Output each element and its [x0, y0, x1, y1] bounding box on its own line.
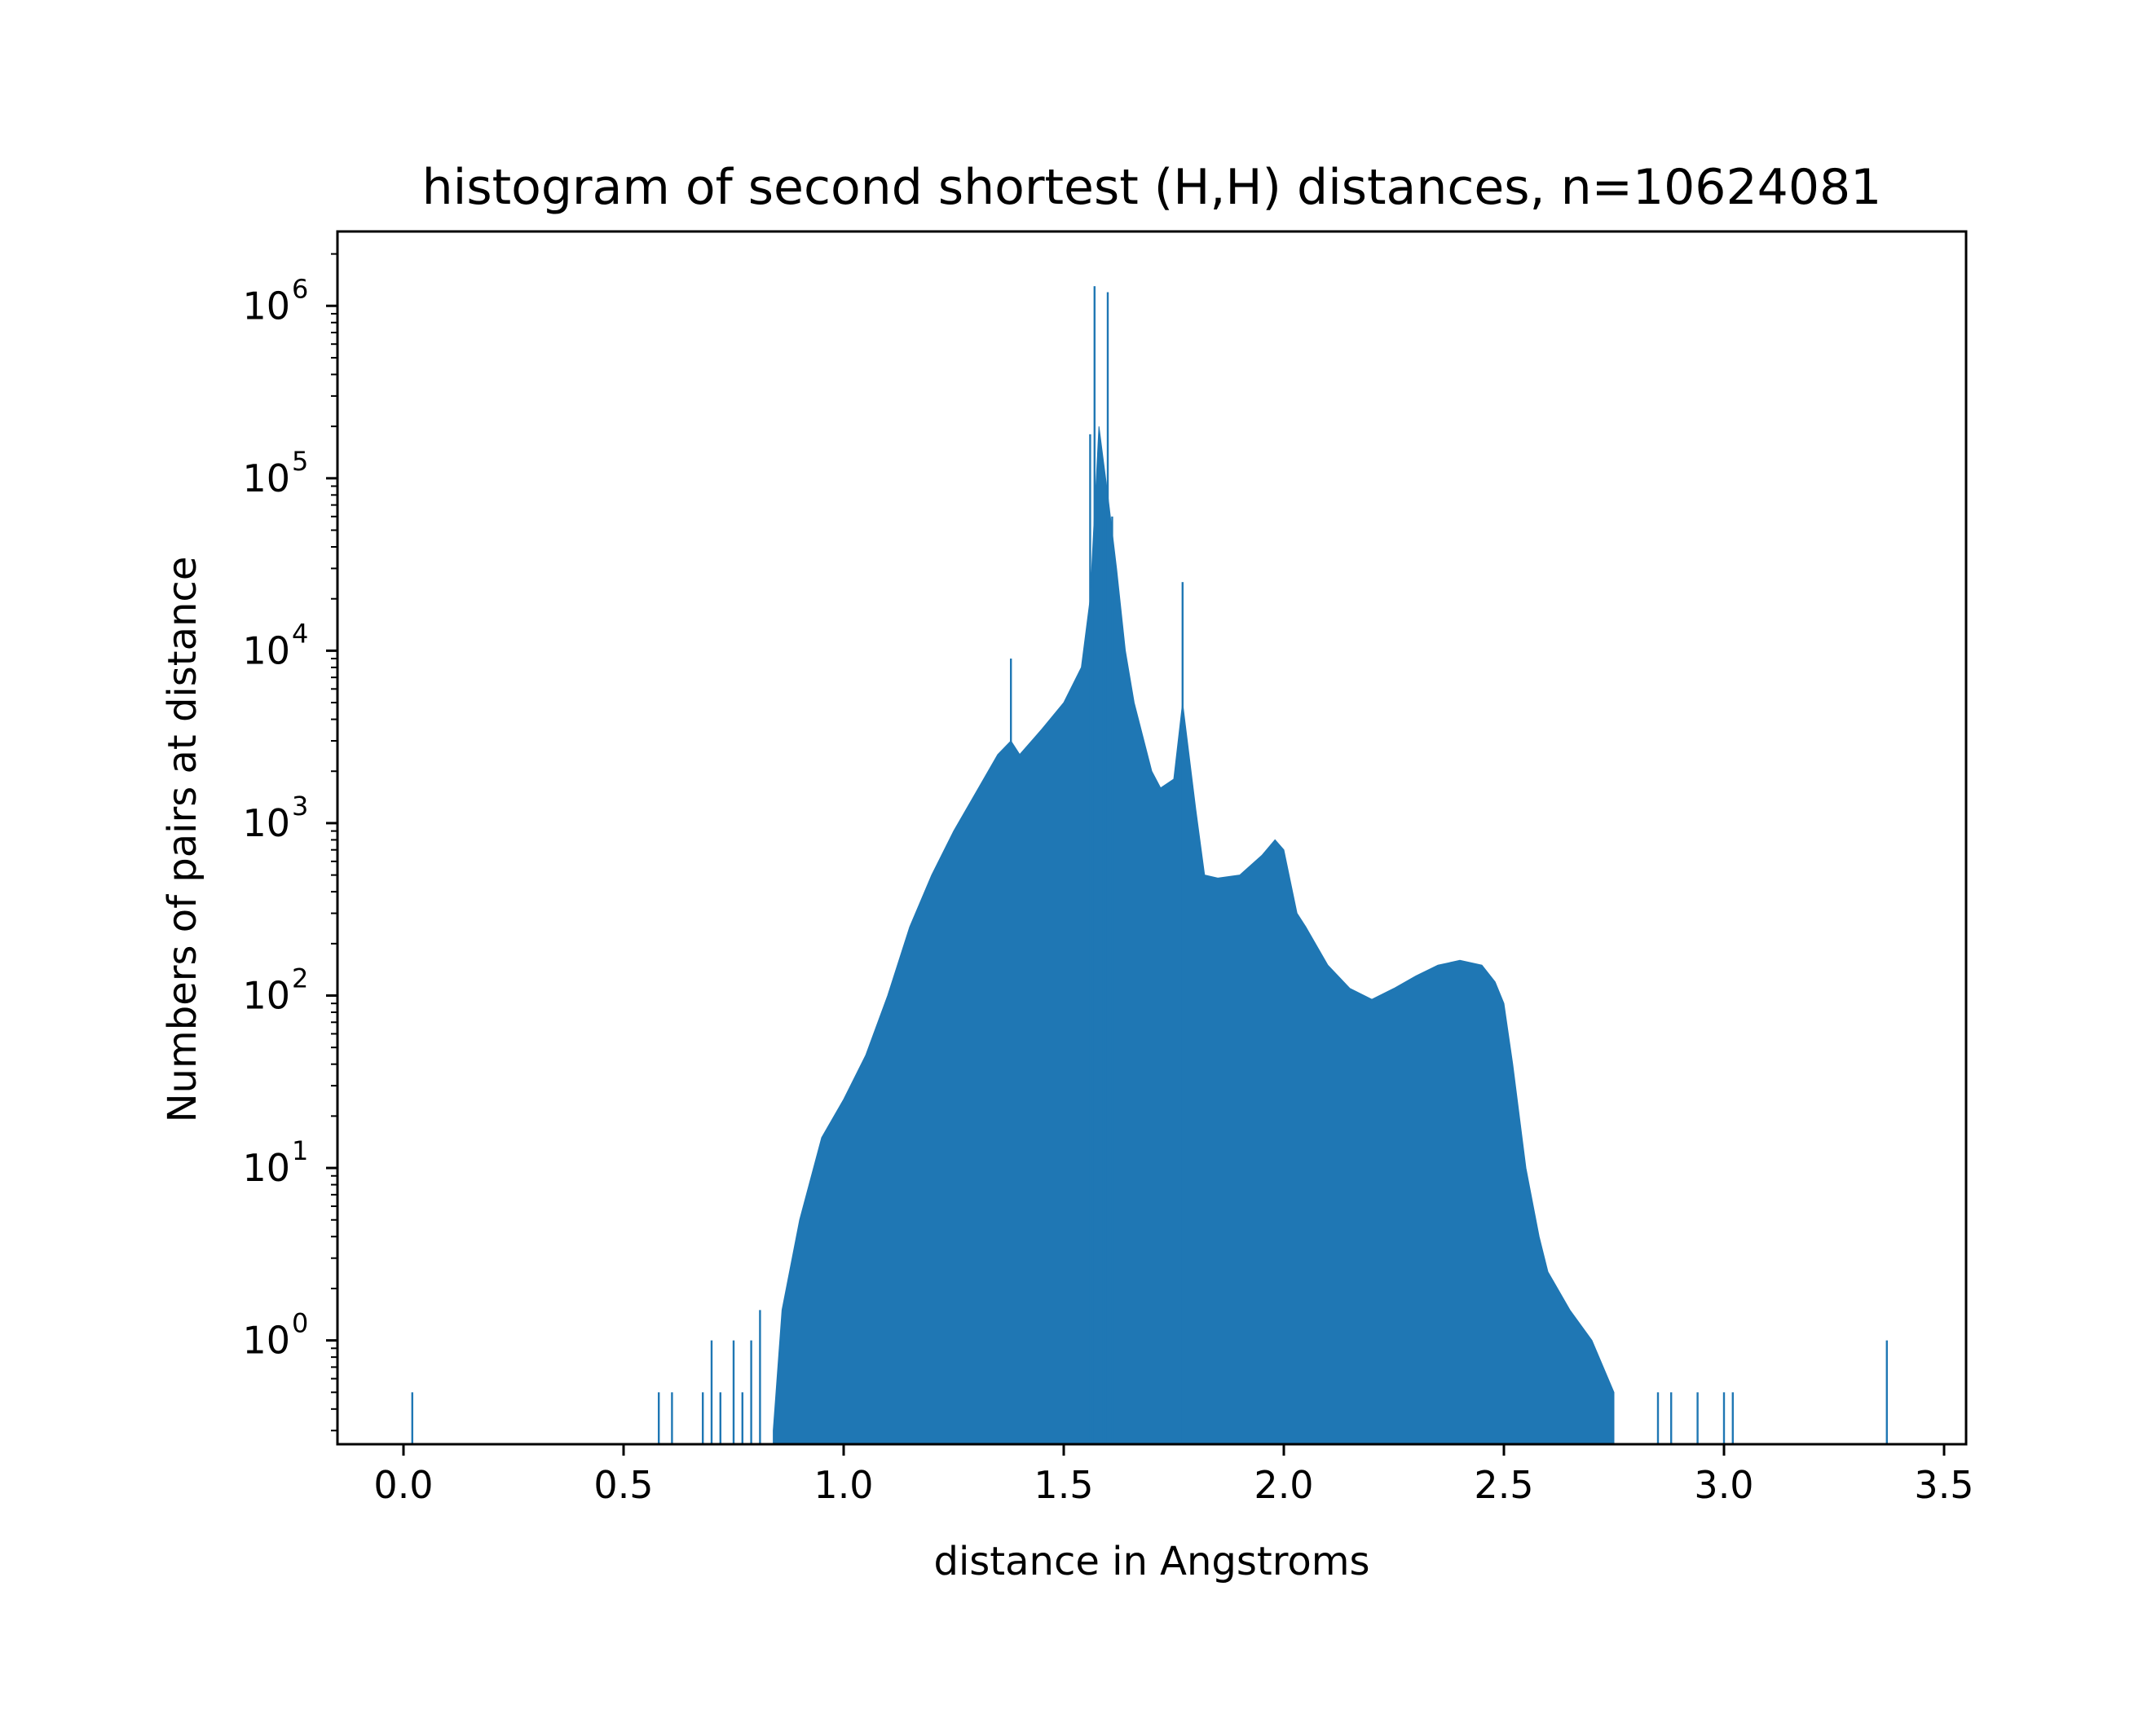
- plot-frame: [336, 230, 1968, 1446]
- y-tick-exponent: 2: [292, 963, 308, 994]
- y-tick-exponent: 6: [292, 273, 308, 304]
- histogram-bar-spike: [1089, 434, 1091, 1444]
- x-tick-label: 1.5: [1034, 1463, 1093, 1507]
- y-tick-exponent: 0: [292, 1308, 308, 1339]
- histogram-bar-spike: [658, 1392, 660, 1444]
- histogram-bar-spike: [719, 1392, 721, 1444]
- x-axis-label: distance in Angstroms: [933, 1539, 1369, 1584]
- histogram-bar-spike: [750, 1340, 752, 1444]
- histogram-bar-spike: [1093, 286, 1096, 1445]
- x-tick-label: 2.0: [1254, 1463, 1313, 1507]
- x-tick-label: 0.0: [373, 1463, 433, 1507]
- histogram-bar-spike: [1670, 1392, 1673, 1444]
- y-tick-exponent: 1: [292, 1135, 308, 1166]
- histogram-area: [773, 426, 1615, 1445]
- chart-title: histogram of second shortest (H,H) dista…: [422, 159, 1882, 216]
- histogram-bar-spike: [671, 1392, 673, 1444]
- histogram-bar-spike: [759, 1310, 761, 1444]
- histogram-bar-spike: [741, 1392, 743, 1444]
- bars-layer: [773, 426, 1615, 1445]
- histogram-bar-spike: [1696, 1392, 1699, 1444]
- histogram-bar-spike: [1885, 1340, 1888, 1444]
- x-tick-label: 3.5: [1914, 1463, 1973, 1507]
- x-tick-label: 0.5: [593, 1463, 653, 1507]
- y-tick-label: 10: [242, 456, 290, 500]
- histogram-bar-spike: [1181, 582, 1184, 1445]
- histogram-bar-spike: [1731, 1392, 1734, 1444]
- y-tick-exponent: 4: [292, 618, 308, 649]
- x-tick-label: 2.5: [1474, 1463, 1533, 1507]
- y-tick-label: 10: [242, 628, 290, 672]
- histogram-bar-spike: [1106, 292, 1109, 1444]
- x-tick-label: 1.0: [813, 1463, 873, 1507]
- histogram-bar-spike: [702, 1392, 704, 1444]
- y-tick-label: 10: [242, 1319, 290, 1363]
- y-tick-label: 10: [242, 974, 290, 1018]
- y-tick-label: 10: [242, 801, 290, 845]
- histogram-bar-spike: [1111, 516, 1113, 1444]
- y-tick-label: 10: [242, 284, 290, 328]
- histogram-bar-spike: [1722, 1392, 1726, 1444]
- histogram-bar-spike: [1010, 659, 1012, 1444]
- histogram-bar-spike: [1102, 495, 1104, 1445]
- y-tick-label: 10: [242, 1146, 290, 1190]
- y-axis-label: Numbers of pairs at distance: [160, 557, 205, 1123]
- x-axis-ticks: 0.0 0.5 1.0 1.5 2.0 2.5 3.0 3.5: [373, 1444, 1974, 1507]
- y-tick-exponent: 5: [292, 446, 308, 477]
- x-tick-label: 3.0: [1694, 1463, 1753, 1507]
- histogram-bar-spike: [710, 1340, 713, 1444]
- histogram-bar-spike: [411, 1392, 413, 1444]
- histogram-bar-spike: [1656, 1392, 1660, 1444]
- spikes-layer: [411, 286, 1888, 1445]
- histogram-bar-spike: [732, 1340, 735, 1444]
- y-tick-exponent: 3: [292, 791, 308, 822]
